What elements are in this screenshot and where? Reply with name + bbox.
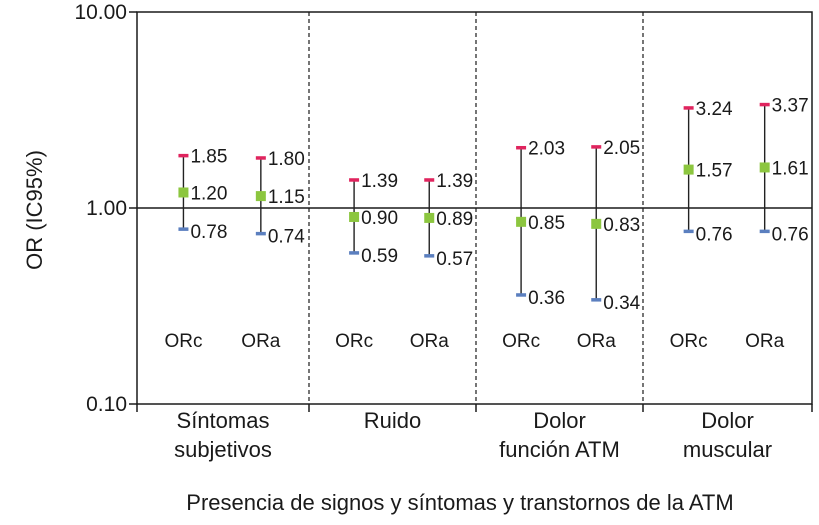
or-point [591, 218, 602, 229]
series-label: ORc [335, 331, 373, 352]
upper-value-label: 1.85 [190, 147, 227, 168]
or-value-label: 0.89 [436, 209, 473, 230]
series-label: ORc [502, 331, 540, 352]
lower-value-label: 0.74 [268, 227, 305, 248]
or-point [255, 191, 266, 202]
series-label: ORa [577, 331, 617, 352]
or-point [178, 187, 189, 198]
y-tick-label: 1.00 [86, 197, 127, 220]
or-value-label: 0.85 [528, 213, 565, 234]
upper-value-label: 2.05 [603, 138, 640, 159]
or-point [349, 211, 360, 222]
lower-value-label: 0.57 [436, 249, 473, 270]
lower-value-label: 0.76 [772, 224, 809, 245]
or-point [759, 162, 770, 173]
y-tick-label: 0.10 [86, 393, 127, 416]
or-value-label: 1.61 [772, 158, 809, 179]
or-value-label: 1.15 [268, 187, 305, 208]
or-value-label: 0.83 [603, 215, 640, 236]
plot-area: 0.10 1.00 10.00 Síntomas subjetivos 1.85 1.20 0… [74, 1, 813, 462]
series-label: ORc [164, 331, 202, 352]
group-label: función ATM [499, 437, 620, 462]
upper-value-label: 1.39 [361, 171, 398, 192]
group-label: muscular [683, 437, 772, 462]
upper-value-label: 3.24 [696, 99, 733, 120]
series-label: ORa [745, 331, 785, 352]
series-label: ORa [410, 331, 450, 352]
or-value-label: 1.57 [696, 161, 733, 182]
lower-value-label: 0.59 [361, 246, 398, 267]
upper-value-label: 1.39 [436, 171, 473, 192]
lower-value-label: 0.78 [190, 222, 227, 243]
upper-value-label: 1.80 [268, 149, 305, 170]
or-point [424, 212, 435, 223]
upper-value-label: 2.03 [528, 139, 565, 160]
x-axis-title: Presencia de signos y síntomas y transto… [186, 490, 733, 515]
group-label: Dolor [533, 408, 586, 433]
or-point [516, 216, 527, 227]
or-value-label: 0.90 [361, 208, 398, 229]
group-label: Ruido [364, 408, 421, 433]
lower-value-label: 0.76 [696, 224, 733, 245]
or-value-label: 1.20 [190, 183, 227, 204]
lower-value-label: 0.36 [528, 288, 565, 309]
group-label: subjetivos [174, 437, 272, 462]
group-label: Síntomas [177, 408, 270, 433]
y-tick-label: 10.00 [74, 1, 127, 24]
series-label: ORc [670, 331, 708, 352]
group-label: Dolor [701, 408, 754, 433]
series-label: ORa [241, 331, 281, 352]
or-point [683, 164, 694, 175]
lower-value-label: 0.34 [603, 293, 640, 314]
upper-value-label: 3.37 [772, 96, 809, 117]
y-axis-title: OR (IC95%) [22, 150, 47, 270]
